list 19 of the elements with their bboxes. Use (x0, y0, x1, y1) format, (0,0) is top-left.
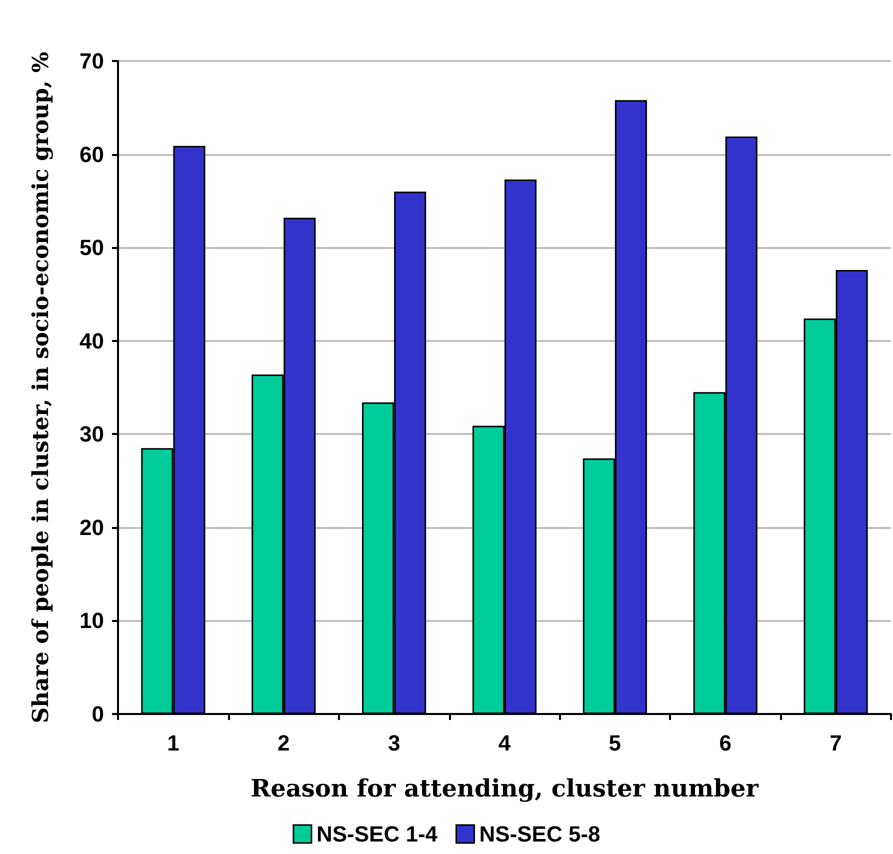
y-tick-label: 10 (80, 608, 104, 634)
y-tick-label: 60 (80, 142, 104, 167)
x-tick-label: 7 (830, 730, 842, 756)
y-tick-label: 70 (80, 48, 104, 74)
legend-label: NS-SEC 1-4 (316, 822, 438, 846)
x-axis-title: Reason for attending, cluster number (250, 774, 759, 802)
y-tick-label: 50 (80, 235, 104, 260)
y-axis-title: Share of people in cluster, in socio-economic group, % (28, 52, 54, 724)
y-tick-label: 40 (80, 328, 104, 354)
x-tick-label: 1 (167, 730, 180, 756)
x-tick-label: 2 (278, 730, 290, 756)
y-tick-label: 30 (80, 422, 104, 447)
x-tick-label: 5 (608, 730, 622, 756)
y-tick-label: 0 (92, 702, 104, 726)
x-tick-label: 4 (498, 730, 512, 756)
y-tick-label: 20 (80, 514, 104, 540)
legend-label: NS-SEC 5-8 (479, 822, 600, 846)
x-tick-label: 6 (719, 730, 732, 756)
x-tick-label: 3 (388, 730, 400, 756)
